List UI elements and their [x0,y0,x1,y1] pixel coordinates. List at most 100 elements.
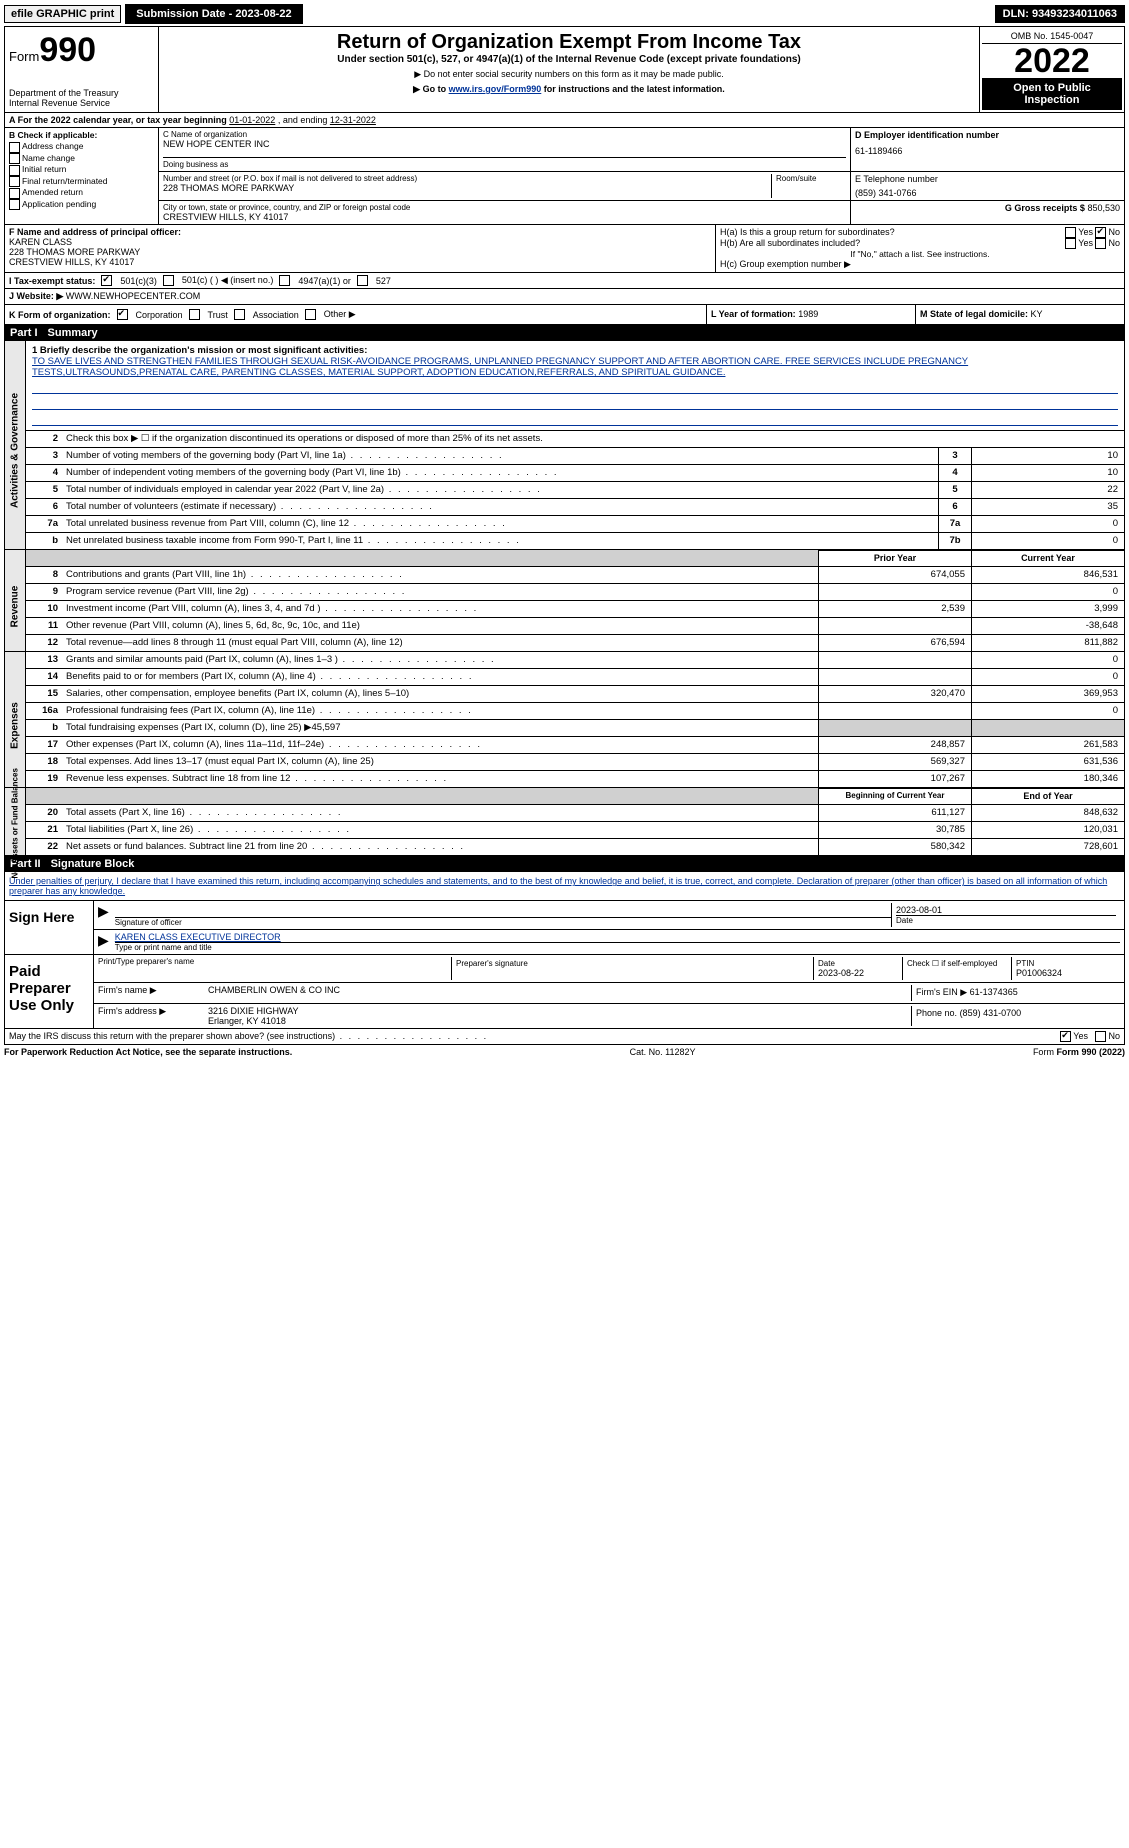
dln-label: DLN: 93493234011063 [995,5,1125,23]
cb-final-return[interactable]: Final return/terminated [9,176,154,187]
officer-addr2: CRESTVIEW HILLS, KY 41017 [9,257,711,267]
discuss-no-checkbox[interactable] [1095,1031,1106,1042]
l21-num: 21 [26,822,62,838]
vtab-t1: Activities & Governance [10,391,21,511]
col-e-phone: E Telephone number (859) 341-0766 [850,172,1124,200]
l15-py: 320,470 [818,686,971,702]
ha-no-checkbox[interactable] [1095,227,1106,238]
street-block: Number and street (or P.O. box if mail i… [159,172,850,200]
may-discuss-row: May the IRS discuss this return with the… [4,1029,1125,1045]
l11-num: 11 [26,618,62,634]
l4-num: 4 [26,465,62,481]
l6-text: Total number of volunteers (estimate if … [62,499,938,515]
l6-val: 35 [971,499,1124,515]
cb-initial-return[interactable]: Initial return [9,164,154,175]
block-bcdeg: B Check if applicable: Address change Na… [4,128,1125,225]
cb-501c3[interactable] [101,275,112,286]
state-value: KY [1031,309,1043,319]
firm-name-label: Firm's name ▶ [98,985,208,1001]
footer-right-text: Form 990 (2022) [1056,1047,1125,1057]
l16a-text: Professional fundraising fees (Part IX, … [62,703,818,719]
cb-4947[interactable] [279,275,290,286]
row-a-pre: A For the 2022 calendar year, or tax yea… [9,115,229,125]
org-name: NEW HOPE CENTER INC [163,139,846,149]
cb-l4: Final return/terminated [22,176,108,186]
l5-text: Total number of individuals employed in … [62,482,938,498]
line-2: 2 Check this box ▶ ☐ if the organization… [26,430,1124,447]
form-number: Form990 [9,31,154,70]
part1-label: Part I [10,327,38,339]
cb-501c[interactable] [163,275,174,286]
discuss-yes-checkbox[interactable] [1060,1031,1071,1042]
cb-527[interactable] [357,275,368,286]
cb-corp[interactable] [117,309,128,320]
l21-text: Total liabilities (Part X, line 26) [62,822,818,838]
l15-text: Salaries, other compensation, employee b… [62,686,818,702]
l16a-py [818,703,971,719]
line-8: 8Contributions and grants (Part VIII, li… [26,566,1124,583]
vtab-activities: Activities & Governance [5,341,26,549]
firm-addr2: Erlanger, KY 41018 [208,1016,911,1026]
tax-end: 12-31-2022 [330,115,376,125]
l13-py [818,652,971,668]
firm-addr-label: Firm's address ▶ [98,1006,208,1026]
l9-cy: 0 [971,584,1124,600]
l10-cy: 3,999 [971,601,1124,617]
col-k-formorg: K Form of organization: Corporation Trus… [5,305,706,324]
l8-num: 8 [26,567,62,583]
l4-box: 4 [938,465,971,481]
row-klm: K Form of organization: Corporation Trus… [4,305,1125,325]
vtab-netassets: Net Assets or Fund Balances [5,788,26,855]
cb-trust[interactable] [189,309,200,320]
city-label: City or town, state or province, country… [163,203,846,212]
l13-cy: 0 [971,652,1124,668]
line-21: 21Total liabilities (Part X, line 26)30,… [26,821,1124,838]
l12-num: 12 [26,635,62,651]
block-expenses: Expenses 13Grants and similar amounts pa… [4,652,1125,788]
paid-check-label: Check ☐ if self-employed [902,957,1011,980]
l22-num: 22 [26,839,62,855]
cb-name-change[interactable]: Name change [9,153,154,164]
sig-date-label: Date [896,915,1116,925]
mission-label: 1 Briefly describe the organization's mi… [32,345,1118,356]
gross-label: G Gross receipts $ [1005,203,1085,213]
dept-treasury: Department of the Treasury [9,88,154,98]
col-f-officer: F Name and address of principal officer:… [5,225,715,272]
row-a-mid: , and ending [278,115,330,125]
l7b-val: 0 [971,533,1124,549]
col-m-state: M State of legal domicile: KY [915,305,1124,324]
org-name-block: C Name of organization NEW HOPE CENTER I… [159,128,850,171]
block-revenue: Revenue Prior Year Current Year 8Contrib… [4,550,1125,652]
l10-num: 10 [26,601,62,617]
cb-other[interactable] [305,309,316,320]
col-d-ein: D Employer identification number 61-1189… [850,128,1124,171]
l18-text: Total expenses. Add lines 13–17 (must eq… [62,754,818,770]
o-501c3: 501(c)(3) [120,276,157,286]
paid-sig-label: Preparer's signature [451,957,813,980]
officer-name: KAREN CLASS [9,237,711,247]
ha-yes-checkbox[interactable] [1065,227,1076,238]
l2-num: 2 [26,431,62,447]
header-left: Form990 Department of the Treasury Inter… [5,27,159,112]
line-3: 3 Number of voting members of the govern… [26,447,1124,464]
l13-text: Grants and similar amounts paid (Part IX… [62,652,818,668]
officer-label: F Name and address of principal officer: [9,227,711,237]
l17-text: Other expenses (Part IX, column (A), lin… [62,737,818,753]
l3-box: 3 [938,448,971,464]
ptin-label: PTIN [1016,959,1116,968]
firm-name: CHAMBERLIN OWEN & CO INC [208,985,911,1001]
org-name-label: C Name of organization [163,130,846,139]
cb-amended[interactable]: Amended return [9,187,154,198]
l3-text: Number of voting members of the governin… [62,448,938,464]
irs-link[interactable]: www.irs.gov/Form990 [449,84,542,94]
hb-yes-checkbox[interactable] [1065,238,1076,249]
submission-date-button[interactable]: Submission Date - 2023-08-22 [125,4,302,24]
hb-label: H(b) Are all subordinates included? [720,238,860,249]
cb-address-change[interactable]: Address change [9,141,154,152]
cb-l3: Initial return [22,164,66,174]
cb-assoc[interactable] [234,309,245,320]
paid-date-label: Date [818,959,898,968]
hb-no-checkbox[interactable] [1095,238,1106,249]
cb-app-pending[interactable]: Application pending [9,199,154,210]
mission-text: TO SAVE LIVES AND STRENGTHEN FAMILIES TH… [32,356,1118,378]
